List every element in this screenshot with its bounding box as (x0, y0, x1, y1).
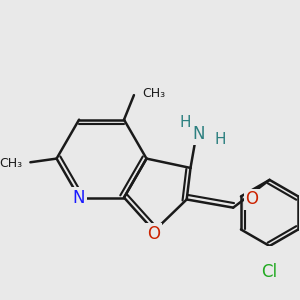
Text: N: N (192, 125, 205, 143)
Text: H: H (215, 132, 226, 147)
Text: Cl: Cl (262, 263, 278, 281)
Text: H: H (180, 115, 191, 130)
Text: O: O (147, 225, 160, 243)
Text: N: N (73, 188, 85, 206)
Text: CH₃: CH₃ (142, 87, 165, 100)
Text: CH₃: CH₃ (0, 157, 22, 170)
Text: O: O (245, 190, 258, 208)
